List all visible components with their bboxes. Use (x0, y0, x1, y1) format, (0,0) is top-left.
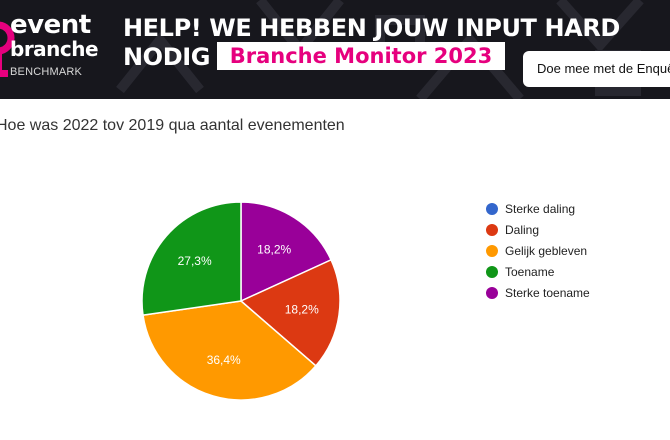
legend-swatch-sterke-daling (486, 203, 498, 215)
banner-headline-line-2: NODIG (123, 43, 211, 71)
pie-slices (141, 201, 341, 401)
logo-text-branche: branche (10, 37, 99, 61)
legend-label-sterke-toename: Sterke toename (505, 286, 590, 300)
pie-slice-toename[interactable] (141, 201, 242, 316)
chart-title: Hoe was 2022 tov 2019 qua aantal eveneme… (0, 117, 345, 134)
slice-label-gelijk-gebleven: 36,4% (207, 353, 241, 367)
legend-label-toename: Toename (505, 265, 555, 279)
event-branche-logo[interactable]: event branche BENCHMARK (0, 8, 106, 92)
legend-label-gelijk-gebleven: Gelijk gebleven (505, 244, 587, 258)
slice-label-toename: 27,3% (178, 254, 212, 268)
chart-legend: Sterke daling Daling Gelijk gebleven Toenam… (486, 202, 590, 300)
legend-swatch-daling (486, 224, 498, 236)
legend-label-sterke-daling: Sterke daling (505, 202, 575, 216)
banner-headline-line-1: HELP! WE HEBBEN JOUW INPUT HARD (123, 14, 620, 42)
legend-swatch-gelijk-gebleven (486, 245, 498, 257)
branche-monitor-badge: Branche Monitor 2023 (217, 42, 505, 70)
slice-label-daling: 18,2% (285, 303, 319, 317)
legend-item-gelijk-gebleven[interactable]: Gelijk gebleven (486, 244, 587, 258)
pie-slice-daling[interactable] (239, 258, 341, 367)
legend-label-daling: Daling (505, 223, 539, 237)
join-survey-button[interactable]: Doe mee met de Enquête (523, 51, 670, 87)
legend-swatch-sterke-toename (486, 287, 498, 299)
legend-item-sterke-daling[interactable]: Sterke daling (486, 202, 575, 216)
pie-slice-gelijk-gebleven[interactable] (142, 300, 317, 401)
logo-text-event: event (10, 10, 91, 40)
pie-slice-sterke-toename[interactable] (240, 201, 333, 303)
pie-slice-labels: 18,2% 18,2% 36,4% 27,3% (178, 242, 319, 367)
legend-item-toename[interactable]: Toename (486, 265, 555, 279)
legend-swatch-toename (486, 266, 498, 278)
legend-item-sterke-toename[interactable]: Sterke toename (486, 286, 590, 300)
legend-item-daling[interactable]: Daling (486, 223, 539, 237)
logo-mark-icon (0, 21, 15, 77)
logo-text-benchmark: BENCHMARK (10, 66, 83, 78)
promo-banner[interactable]: event branche BENCHMARK HELP! WE HEBBEN … (0, 0, 670, 99)
slice-label-sterke-toename: 18,2% (257, 242, 291, 256)
